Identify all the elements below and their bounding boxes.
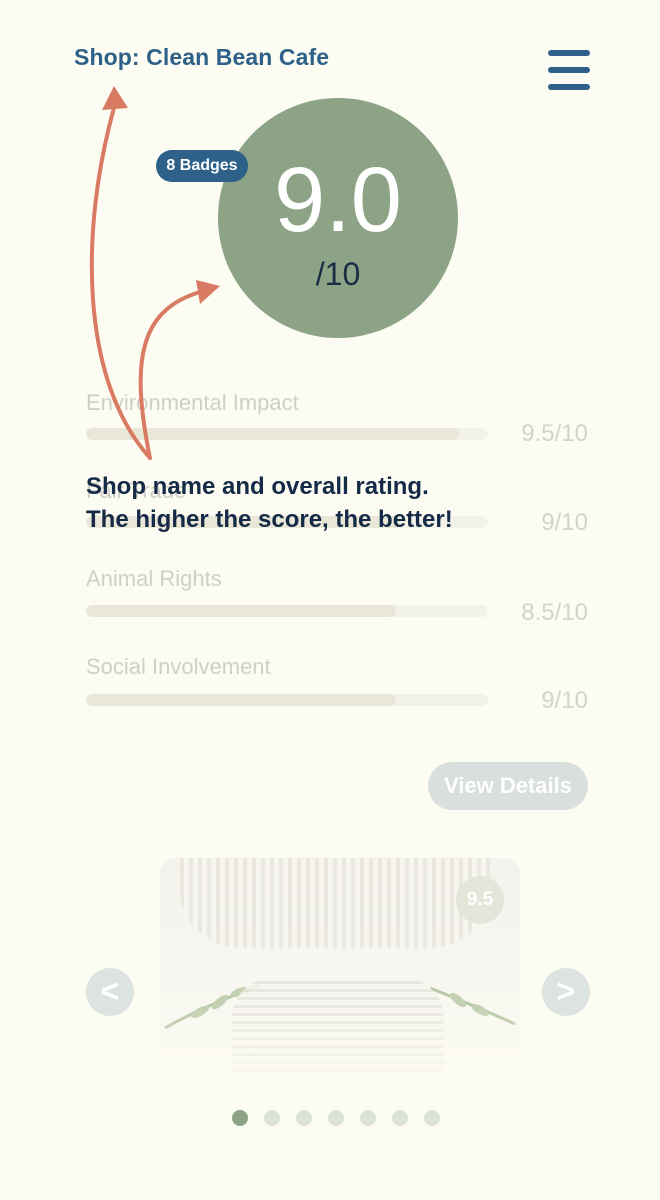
arrowhead-icon <box>196 280 220 304</box>
overall-score-max: /10 <box>315 256 361 292</box>
hamburger-menu-icon[interactable] <box>548 50 590 90</box>
metric-bar-environmental-impact <box>86 428 488 440</box>
metric-label-environmental-impact: Environmental Impact <box>86 390 299 415</box>
badges-count-pill[interactable]: 8 Badges <box>156 150 248 182</box>
arrowhead-icon <box>102 86 128 110</box>
carousel-dot[interactable] <box>328 1110 344 1126</box>
shop-title: Shop: Clean Bean Cafe <box>74 44 330 70</box>
tooltip-line-2: The higher the score, the better! <box>86 506 453 533</box>
product-carousel-card[interactable]: 9.5 <box>160 858 520 1088</box>
metric-score-animal-rights: 8.5/10 <box>521 599 588 626</box>
metric-bar-fair-trade <box>86 516 488 528</box>
onboarding-tooltip-text: Shop name and overall rating. The higher… <box>86 470 556 536</box>
metric-score-fair-trade: 9/10 <box>541 509 588 536</box>
metric-label-fair-trade: Fair Trade <box>86 478 187 503</box>
carousel-prev-button[interactable]: < <box>86 968 134 1016</box>
metric-bar-fill <box>86 428 460 440</box>
card-fade-overlay <box>160 1008 520 1088</box>
metric-bar-fill <box>86 694 396 706</box>
metric-label-animal-rights: Animal Rights <box>86 566 222 591</box>
carousel-dot[interactable] <box>360 1110 376 1126</box>
tooltip-line-1: Shop name and overall rating. <box>86 473 429 500</box>
carousel-dot[interactable] <box>296 1110 312 1126</box>
carousel-dot[interactable] <box>392 1110 408 1126</box>
overall-score-value: 9.0 <box>274 149 402 251</box>
item-score-badge: 9.5 <box>456 876 504 924</box>
carousel-next-button[interactable]: > <box>542 968 590 1016</box>
metric-bar-fill <box>86 605 396 617</box>
overall-score-circle: 9.0 /10 <box>218 98 458 338</box>
metric-score-social-involvement: 9/10 <box>541 687 588 714</box>
metric-score-environmental-impact: 9.5/10 <box>521 420 588 447</box>
metric-bar-fill <box>86 516 400 528</box>
carousel-dot[interactable] <box>424 1110 440 1126</box>
metric-label-social-involvement: Social Involvement <box>86 654 271 679</box>
metric-bar-animal-rights <box>86 605 488 617</box>
view-details-button[interactable]: View Details <box>428 762 588 810</box>
product-image-shirt <box>180 858 490 948</box>
metric-bar-social-involvement <box>86 694 488 706</box>
carousel-dot[interactable] <box>232 1110 248 1126</box>
carousel-dot[interactable] <box>264 1110 280 1126</box>
